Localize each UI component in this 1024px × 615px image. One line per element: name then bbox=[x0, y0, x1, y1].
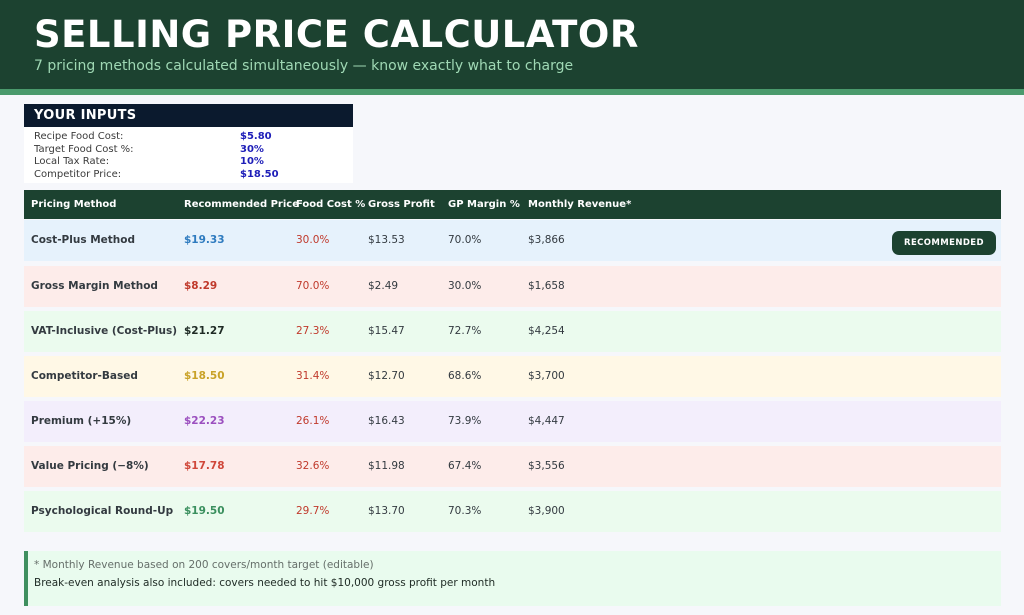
gp-margin: 70.3% bbox=[448, 505, 482, 517]
table-row: Gross Margin Method $8.29 70.0% $2.49 30… bbox=[24, 266, 1001, 307]
table-row: Premium (+15%) $22.23 26.1% $16.43 73.9%… bbox=[24, 401, 1001, 442]
table-row: Value Pricing (−8%) $17.78 32.6% $11.98 … bbox=[24, 446, 1001, 487]
method-name: Psychological Round-Up bbox=[31, 505, 174, 517]
method-name: Value Pricing (−8%) bbox=[31, 460, 149, 472]
input-label: Recipe Food Cost: bbox=[34, 131, 124, 142]
gp-margin: 73.9% bbox=[448, 415, 482, 427]
food-cost-percent: 30.0% bbox=[296, 234, 330, 246]
food-cost-percent: 70.0% bbox=[296, 280, 330, 292]
monthly-revenue: $1,658 bbox=[528, 280, 565, 292]
gp-margin: 30.0% bbox=[448, 280, 482, 292]
method-name: VAT-Inclusive (Cost-Plus) bbox=[31, 325, 178, 337]
gross-profit: $13.70 bbox=[368, 505, 405, 517]
monthly-revenue: $3,866 bbox=[528, 234, 565, 246]
monthly-revenue: $3,900 bbox=[528, 505, 565, 517]
input-label: Local Tax Rate: bbox=[34, 156, 110, 168]
food-cost-percent: 29.7% bbox=[296, 505, 330, 517]
input-row-competitor-price: Competitor Price: $18.50 bbox=[24, 169, 353, 182]
food-cost-percent: 31.4% bbox=[296, 370, 330, 382]
column-header-gross-profit: Gross Profit bbox=[368, 199, 435, 210]
monthly-revenue: $4,254 bbox=[528, 325, 565, 337]
table-row: Psychological Round-Up $19.50 29.7% $13.… bbox=[24, 491, 1001, 532]
competitor-price-value[interactable]: $18.50 bbox=[240, 169, 279, 181]
method-name: Gross Margin Method bbox=[31, 280, 158, 292]
gross-profit: $13.53 bbox=[368, 234, 405, 246]
column-header-method: Pricing Method bbox=[31, 199, 117, 210]
recommended-badge: RECOMMENDED bbox=[892, 231, 996, 255]
recommended-price: $8.29 bbox=[184, 280, 218, 292]
method-name: Cost-Plus Method bbox=[31, 234, 136, 246]
table-header: Pricing Method Recommended Price Food Co… bbox=[24, 190, 1001, 219]
table-row: Competitor-Based $18.50 31.4% $12.70 68.… bbox=[24, 356, 1001, 397]
food-cost-percent: 32.6% bbox=[296, 460, 330, 472]
recommended-price: $18.50 bbox=[184, 370, 225, 382]
revenue-footnote: * Monthly Revenue based on 200 covers/mo… bbox=[34, 559, 374, 571]
recommended-price: $22.23 bbox=[184, 415, 225, 427]
monthly-revenue: $4,447 bbox=[528, 415, 565, 427]
gp-margin: 70.0% bbox=[448, 234, 482, 246]
input-row-food-cost: Recipe Food Cost: $5.80 bbox=[24, 131, 353, 144]
recommended-price: $21.27 bbox=[184, 325, 225, 337]
column-header-gp-margin: GP Margin % bbox=[448, 199, 520, 210]
page-title: SELLING PRICE CALCULATOR bbox=[34, 13, 639, 56]
monthly-revenue: $3,700 bbox=[528, 370, 565, 382]
method-name: Premium (+15%) bbox=[31, 415, 132, 427]
inputs-panel: YOUR INPUTS Recipe Food Cost: $5.80 Targ… bbox=[24, 104, 353, 183]
table-row: VAT-Inclusive (Cost-Plus) $21.27 27.3% $… bbox=[24, 311, 1001, 352]
footnote-panel: * Monthly Revenue based on 200 covers/mo… bbox=[24, 551, 1001, 606]
method-name: Competitor-Based bbox=[31, 370, 138, 382]
food-cost-percent: 27.3% bbox=[296, 325, 330, 337]
column-header-revenue: Monthly Revenue* bbox=[528, 199, 632, 210]
input-label: Target Food Cost %: bbox=[34, 143, 134, 155]
header-banner: SELLING PRICE CALCULATOR 7 pricing metho… bbox=[0, 0, 1024, 89]
input-row-tax-rate: Local Tax Rate: 10% bbox=[24, 156, 353, 169]
pricing-table: Pricing Method Recommended Price Food Co… bbox=[24, 190, 1001, 532]
input-row-target-food-cost: Target Food Cost %: 30% bbox=[24, 144, 353, 157]
recommended-price: $19.33 bbox=[184, 234, 225, 246]
gp-margin: 67.4% bbox=[448, 460, 482, 472]
table-row: Cost-Plus Method $19.33 30.0% $13.53 70.… bbox=[24, 220, 1001, 261]
gp-margin: 72.7% bbox=[448, 325, 482, 337]
column-header-food-cost: Food Cost % bbox=[296, 199, 366, 210]
page-subtitle: 7 pricing methods calculated simultaneou… bbox=[34, 58, 574, 74]
local-tax-rate-value[interactable]: 10% bbox=[240, 156, 264, 168]
recipe-food-cost-value[interactable]: $5.80 bbox=[240, 131, 272, 142]
header-divider bbox=[0, 89, 1024, 95]
gross-profit: $15.47 bbox=[368, 325, 405, 337]
inputs-heading: YOUR INPUTS bbox=[24, 104, 353, 127]
gross-profit: $11.98 bbox=[368, 460, 405, 472]
recommended-price: $17.78 bbox=[184, 460, 225, 472]
input-label: Competitor Price: bbox=[34, 169, 122, 181]
gross-profit: $12.70 bbox=[368, 370, 405, 382]
break-even-note: Break-even analysis also included: cover… bbox=[34, 577, 496, 589]
column-header-price: Recommended Price bbox=[184, 199, 299, 210]
monthly-revenue: $3,556 bbox=[528, 460, 565, 472]
recommended-price: $19.50 bbox=[184, 505, 225, 517]
target-food-cost-value[interactable]: 30% bbox=[240, 143, 264, 155]
gp-margin: 68.6% bbox=[448, 370, 482, 382]
food-cost-percent: 26.1% bbox=[296, 415, 330, 427]
gross-profit: $16.43 bbox=[368, 415, 405, 427]
gross-profit: $2.49 bbox=[368, 280, 399, 292]
